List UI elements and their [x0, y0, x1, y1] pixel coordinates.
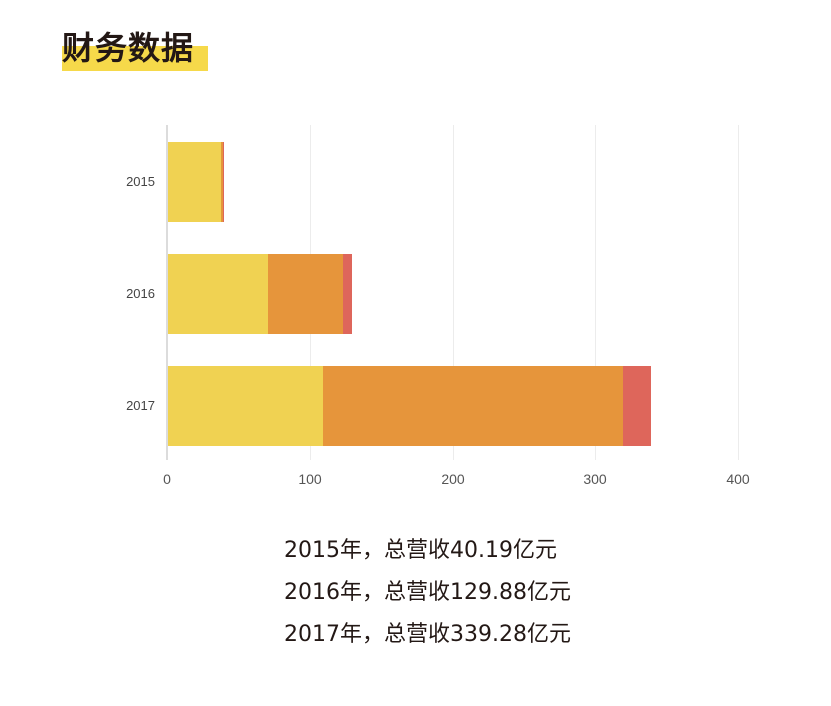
section-title: 财务数据: [62, 26, 208, 71]
x-tick-label: 100: [298, 471, 322, 487]
bar-segment: [220, 142, 223, 222]
bar-segment: [267, 254, 344, 334]
summary-line-2015: 2015年，总营收40.19亿元: [284, 538, 557, 563]
bar-segment: [167, 254, 268, 334]
bar-segment: [343, 254, 353, 334]
x-tick-label: 0: [163, 471, 171, 487]
bar-2016: [167, 254, 353, 334]
x-tick-label: 200: [441, 471, 465, 487]
gridline: [453, 125, 454, 460]
stacked-bar-chart: 2015 2016 2017 0 100 200 300 400: [126, 125, 750, 487]
y-axis-line: [166, 125, 168, 460]
y-tick-label: 2016: [126, 286, 155, 301]
revenue-summary: 2015年，总营收40.19亿元 2016年，总营收129.88亿元 2017年…: [284, 536, 571, 662]
bar-segment: [167, 142, 221, 222]
x-tick-label: 400: [726, 471, 750, 487]
bar-segment: [222, 142, 225, 222]
gridline: [738, 125, 739, 460]
y-tick-label: 2017: [126, 398, 155, 413]
bar-2015: [167, 142, 225, 222]
bar-2017: [167, 366, 652, 446]
title-highlight: [62, 46, 208, 71]
x-tick-label: 300: [583, 471, 607, 487]
y-tick-label: 2015: [126, 174, 155, 189]
page-title: 财务数据: [62, 29, 195, 67]
bar-segment: [623, 366, 652, 446]
bar-segment: [323, 366, 624, 446]
gridline: [595, 125, 596, 460]
bar-segment: [167, 366, 324, 446]
summary-line-2017: 2017年，总营收339.28亿元: [284, 622, 571, 647]
summary-line-2016: 2016年，总营收129.88亿元: [284, 580, 571, 605]
